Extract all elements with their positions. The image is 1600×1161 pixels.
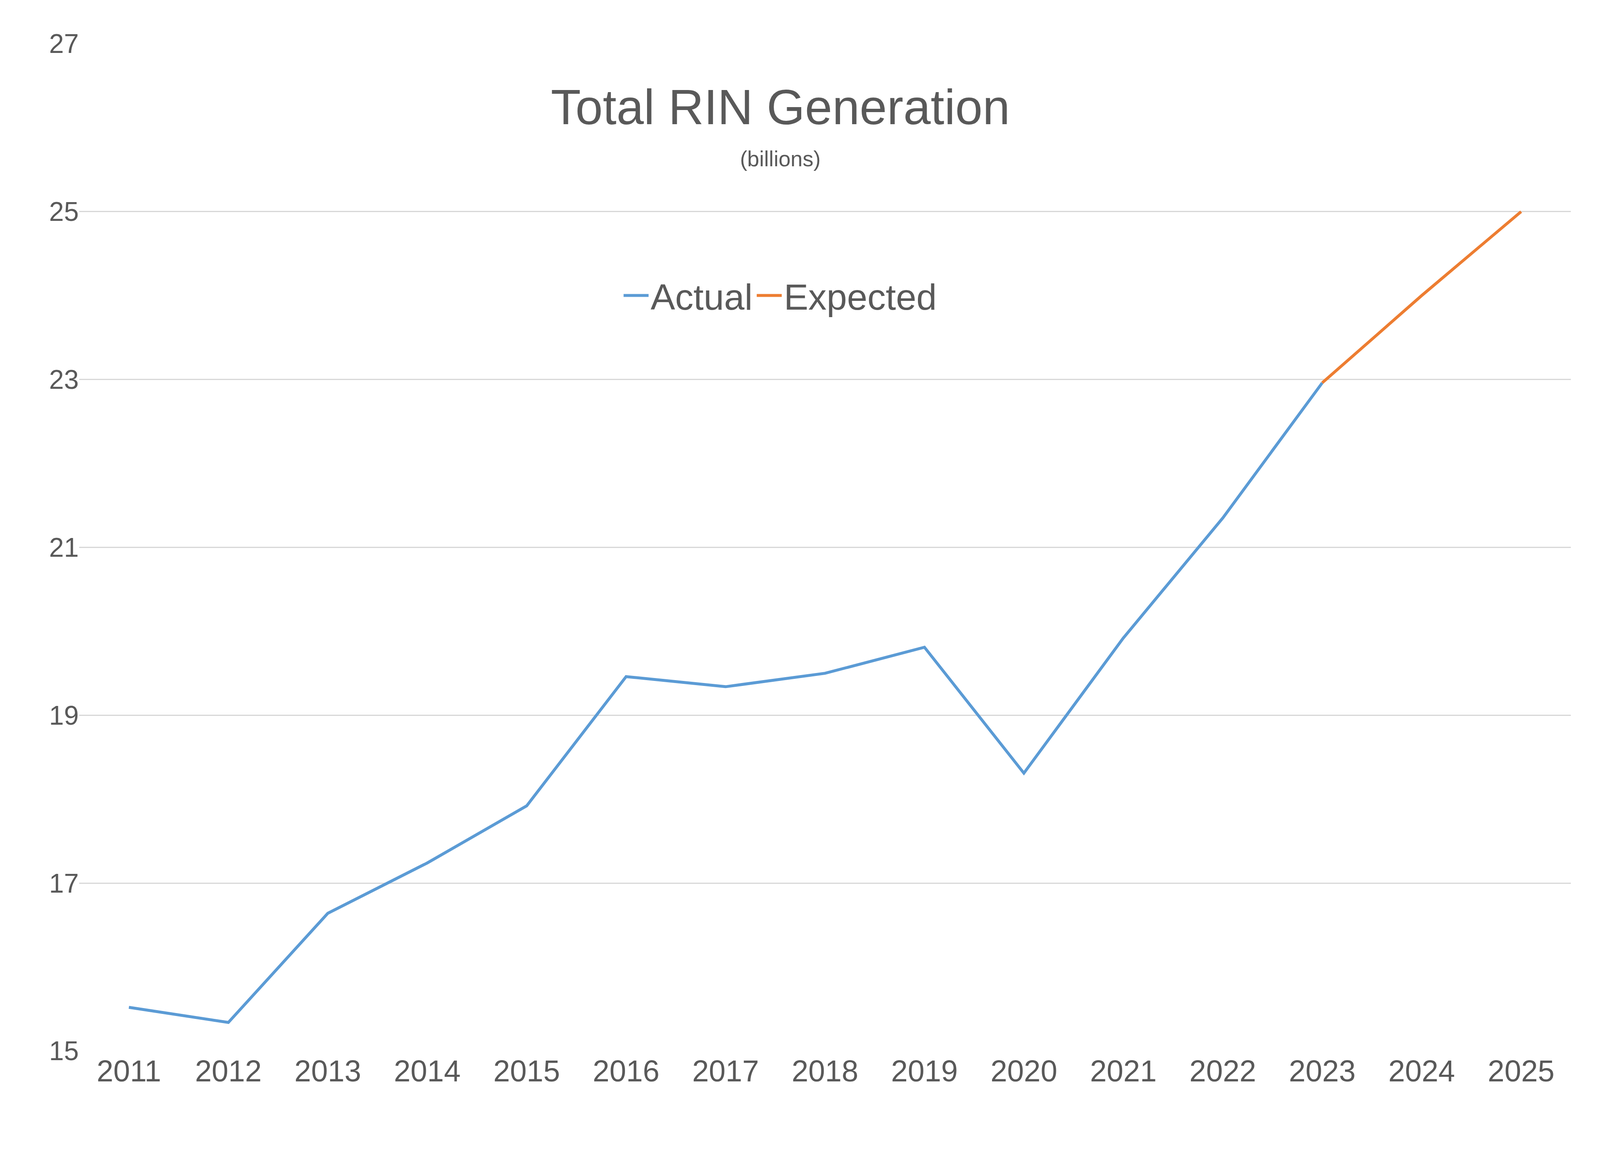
svg-text:2025: 2025 [1487, 1054, 1555, 1088]
svg-text:2013: 2013 [294, 1054, 362, 1088]
svg-text:2016: 2016 [592, 1054, 660, 1088]
svg-text:2020: 2020 [990, 1054, 1058, 1088]
svg-text:21: 21 [49, 532, 79, 563]
svg-text:2024: 2024 [1388, 1054, 1455, 1088]
svg-text:2022: 2022 [1189, 1054, 1257, 1088]
svg-text:2011: 2011 [96, 1054, 162, 1088]
svg-text:2015: 2015 [493, 1054, 560, 1088]
svg-text:19: 19 [49, 700, 79, 731]
svg-text:Total RIN Generation: Total RIN Generation [550, 79, 1010, 135]
svg-text:17: 17 [49, 868, 79, 899]
svg-text:2014: 2014 [393, 1054, 461, 1088]
svg-text:(billions): (billions) [740, 146, 821, 171]
svg-text:15: 15 [49, 1035, 79, 1066]
svg-text:2019: 2019 [891, 1054, 958, 1088]
svg-text:Expected: Expected [783, 276, 937, 318]
svg-text:23: 23 [49, 364, 79, 395]
svg-text:2017: 2017 [692, 1054, 759, 1088]
svg-text:25: 25 [49, 196, 79, 227]
svg-text:Actual: Actual [650, 276, 753, 318]
svg-text:2021: 2021 [1090, 1054, 1157, 1088]
svg-text:2012: 2012 [195, 1054, 262, 1088]
svg-text:2023: 2023 [1288, 1054, 1356, 1088]
svg-text:27: 27 [49, 28, 79, 59]
svg-text:2018: 2018 [791, 1054, 859, 1088]
